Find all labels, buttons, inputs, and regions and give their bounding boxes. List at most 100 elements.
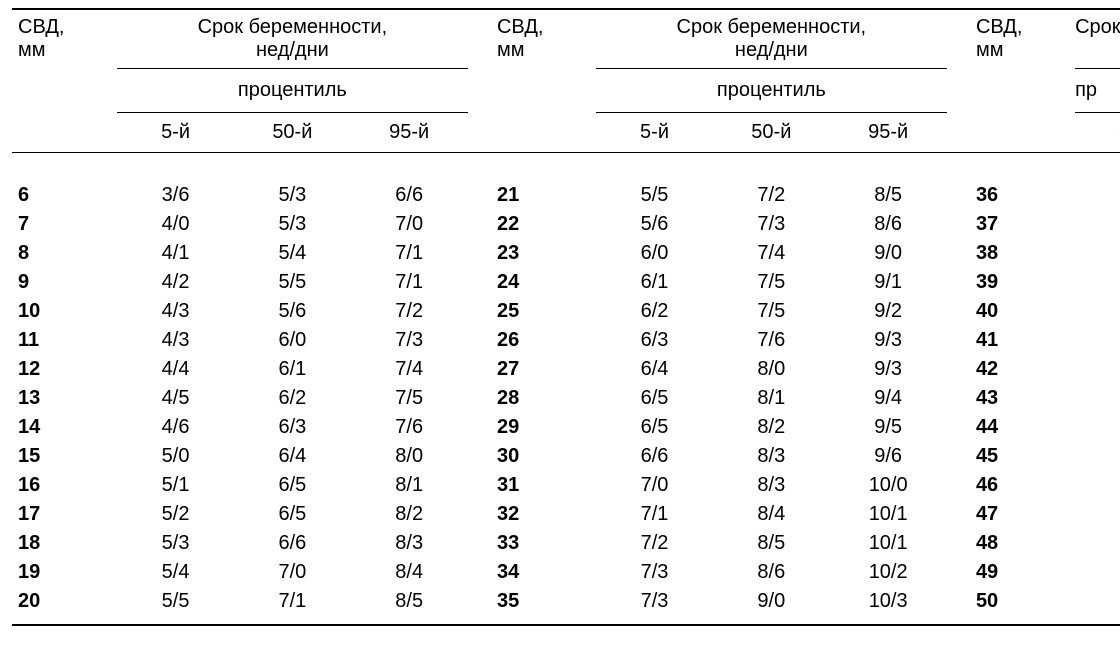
p95-cell: 7/2 bbox=[351, 297, 468, 326]
p95-cell: 8/2 bbox=[351, 500, 468, 529]
p5-cell: 7/2 bbox=[596, 529, 713, 558]
p5-cell: 8/6 bbox=[1075, 529, 1120, 558]
p5-cell: 5/3 bbox=[117, 529, 234, 558]
p50-cell: 7/1 bbox=[234, 587, 351, 616]
gap-cell bbox=[468, 587, 491, 616]
header-p5: 5-й bbox=[117, 113, 234, 153]
p95-cell: 8/5 bbox=[351, 587, 468, 616]
gap-cell bbox=[947, 558, 970, 587]
svd-cell: 38 bbox=[970, 239, 1075, 268]
header-percentile: процентиль bbox=[596, 69, 946, 113]
gap-cell bbox=[947, 297, 970, 326]
p50-cell: 7/5 bbox=[713, 268, 830, 297]
svd-cell: 31 bbox=[491, 471, 596, 500]
p95-cell: 9/3 bbox=[830, 355, 947, 384]
p5-cell: 4/3 bbox=[117, 326, 234, 355]
svd-cell: 17 bbox=[12, 500, 117, 529]
gap-cell bbox=[468, 297, 491, 326]
p5-cell: 6/5 bbox=[596, 413, 713, 442]
p50-cell: 6/6 bbox=[234, 529, 351, 558]
svd-cell: 41 bbox=[970, 326, 1075, 355]
p5-cell: 8/4 bbox=[1075, 442, 1120, 471]
p95-cell: 7/0 bbox=[351, 210, 468, 239]
p95-cell: 9/2 bbox=[830, 297, 947, 326]
gap-cell bbox=[947, 471, 970, 500]
svd-cell: 37 bbox=[970, 210, 1075, 239]
p50-cell: 6/1 bbox=[234, 355, 351, 384]
p95-cell: 8/1 bbox=[351, 471, 468, 500]
p50-cell: 9/0 bbox=[713, 587, 830, 616]
p95-cell: 7/1 bbox=[351, 268, 468, 297]
gap-cell bbox=[947, 587, 970, 616]
p95-cell: 10/2 bbox=[830, 558, 947, 587]
p5-cell: 4/4 bbox=[117, 355, 234, 384]
svd-cell: 26 bbox=[491, 326, 596, 355]
p5-cell: 4/1 bbox=[117, 239, 234, 268]
svd-cell: 36 bbox=[970, 181, 1075, 210]
svd-cell: 14 bbox=[12, 413, 117, 442]
table-row: 195/47/08/4347/38/610/2499/0 bbox=[12, 558, 1120, 587]
p5-cell: 7/5 bbox=[1075, 210, 1120, 239]
p5-cell: 5/6 bbox=[596, 210, 713, 239]
table-row: 175/26/58/2327/18/410/1478/5 bbox=[12, 500, 1120, 529]
gap-cell bbox=[468, 471, 491, 500]
svd-cell: 34 bbox=[491, 558, 596, 587]
p50-cell: 5/6 bbox=[234, 297, 351, 326]
gap-cell bbox=[947, 500, 970, 529]
p5-cell: 8/2 bbox=[1075, 355, 1120, 384]
p5-cell: 5/4 bbox=[117, 558, 234, 587]
svd-cell: 8 bbox=[12, 239, 117, 268]
p95-cell: 9/1 bbox=[830, 268, 947, 297]
p95-cell: 8/0 bbox=[351, 442, 468, 471]
p95-cell: 10/1 bbox=[830, 529, 947, 558]
p50-cell: 7/0 bbox=[234, 558, 351, 587]
gap-cell bbox=[468, 500, 491, 529]
p5-cell: 4/5 bbox=[117, 384, 234, 413]
p5-cell: 6/1 bbox=[596, 268, 713, 297]
p5-cell: 6/2 bbox=[596, 297, 713, 326]
table-row: 185/36/68/3337/28/510/1488/6 bbox=[12, 529, 1120, 558]
gap-cell bbox=[947, 210, 970, 239]
svd-cell: 16 bbox=[12, 471, 117, 500]
p5-cell: 6/5 bbox=[596, 384, 713, 413]
p50-cell: 5/3 bbox=[234, 181, 351, 210]
p50-cell: 6/4 bbox=[234, 442, 351, 471]
gap-cell bbox=[947, 442, 970, 471]
p5-cell: 4/2 bbox=[117, 268, 234, 297]
p5-cell: 4/0 bbox=[117, 210, 234, 239]
table-row: 155/06/48/0306/68/39/6458/4 bbox=[12, 442, 1120, 471]
svd-cell: 30 bbox=[491, 442, 596, 471]
gap-cell bbox=[468, 355, 491, 384]
svd-cell: 21 bbox=[491, 181, 596, 210]
p5-cell: 9/0 bbox=[1075, 558, 1120, 587]
header-svd: СВД, мм bbox=[491, 9, 596, 153]
svd-cell: 50 bbox=[970, 587, 1075, 616]
p5-cell: 5/1 bbox=[117, 471, 234, 500]
table-row: 63/65/36/6215/57/28/5367/4 bbox=[12, 181, 1120, 210]
header-p95: 95-й bbox=[830, 113, 947, 153]
p5-cell: 6/4 bbox=[596, 355, 713, 384]
svd-cell: 19 bbox=[12, 558, 117, 587]
svd-cell: 20 bbox=[12, 587, 117, 616]
p95-cell: 8/3 bbox=[351, 529, 468, 558]
gestation-table: СВД, мм Срок беременности, нед/дни СВД, … bbox=[12, 8, 1120, 626]
p5-cell: 8/3 bbox=[1075, 384, 1120, 413]
p95-cell: 7/5 bbox=[351, 384, 468, 413]
svd-cell: 10 bbox=[12, 297, 117, 326]
p5-cell: 6/3 bbox=[596, 326, 713, 355]
svd-cell: 12 bbox=[12, 355, 117, 384]
svd-cell: 28 bbox=[491, 384, 596, 413]
p5-cell: 7/6 bbox=[1075, 268, 1120, 297]
p95-cell: 7/4 bbox=[351, 355, 468, 384]
p5-cell: 5/2 bbox=[117, 500, 234, 529]
p50-cell: 8/5 bbox=[713, 529, 830, 558]
gap-cell bbox=[468, 326, 491, 355]
p50-cell: 6/5 bbox=[234, 471, 351, 500]
gap-cell bbox=[947, 239, 970, 268]
header-svd: СВД, мм bbox=[12, 9, 117, 153]
p5-cell: 7/4 bbox=[1075, 181, 1120, 210]
p5-cell: 7/5 bbox=[1075, 239, 1120, 268]
p50-cell: 8/2 bbox=[713, 413, 830, 442]
gap-cell bbox=[947, 384, 970, 413]
p95-cell: 8/6 bbox=[830, 210, 947, 239]
